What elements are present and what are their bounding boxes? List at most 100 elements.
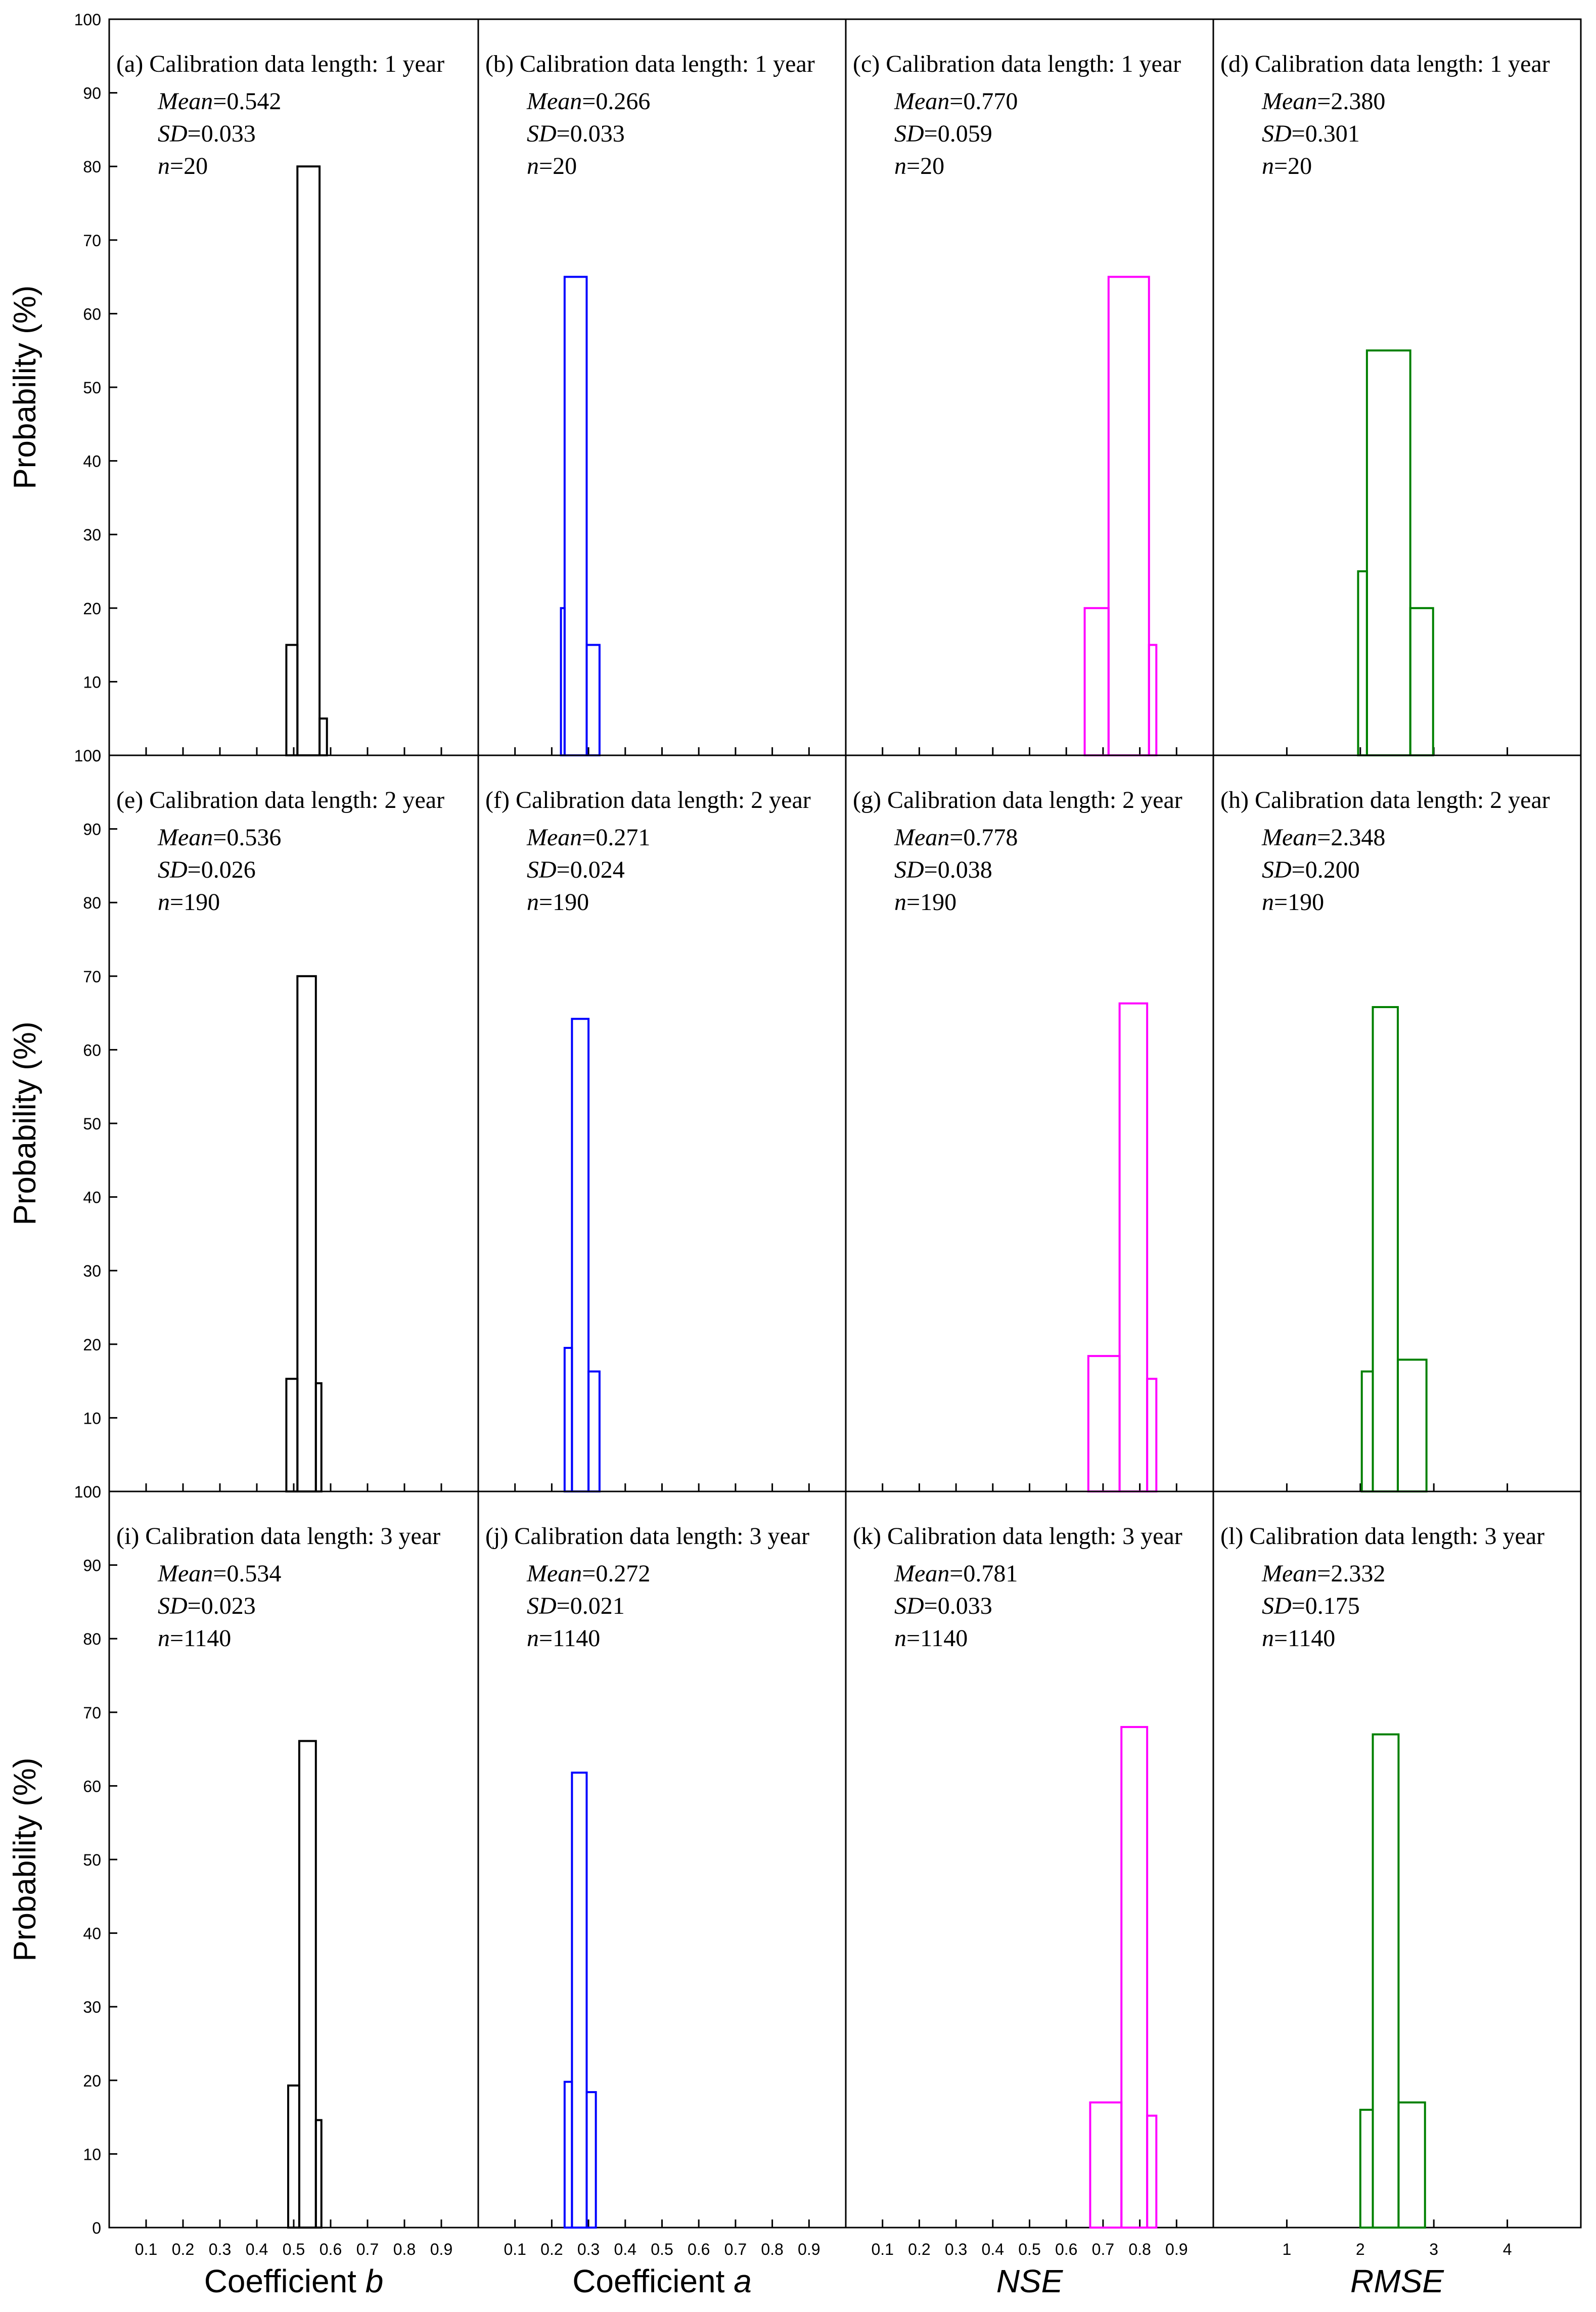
histogram-bar <box>1409 607 1434 757</box>
stat-n: n=20 <box>527 153 577 179</box>
panel-f: (f) Calibration data length: 2 year Mean=… <box>477 754 847 1493</box>
panel-k: 0.1 0.2 0.3 0.4 0.5 0.6 0.7 0.8 0.9 (k) Calibrati… <box>845 1490 1214 2258</box>
x-tick-label: 0.2 <box>908 2240 930 2258</box>
histogram-bar <box>563 1347 573 1493</box>
histogram-bar <box>1120 1726 1149 2229</box>
y-tick-label: 60 <box>83 1777 101 1795</box>
stat-sd: SD=0.059 <box>894 120 992 147</box>
panel-title: (g) Calibration data length: 2 year <box>853 787 1182 813</box>
histogram-bar <box>1372 1006 1399 1492</box>
stat-n: n=190 <box>1262 889 1324 916</box>
x-tick-label: 0.3 <box>945 2240 967 2258</box>
y-tick-label: 70 <box>83 232 101 250</box>
x-tick-label: 0.5 <box>283 2240 305 2258</box>
x-tick-label: 0.8 <box>1128 2240 1151 2258</box>
stat-mean: Mean=0.266 <box>526 88 650 115</box>
panel-title: (c) Calibration data length: 1 year <box>853 51 1181 77</box>
y-tick-label: 90 <box>83 1557 101 1575</box>
histogram-bar <box>1357 570 1368 756</box>
stat-mean: Mean=0.770 <box>894 88 1018 115</box>
x-tick-label: 0.4 <box>982 2240 1004 2258</box>
histogram-bar <box>1148 644 1158 756</box>
stat-mean: Mean=0.542 <box>157 88 281 115</box>
y-tick-label: 70 <box>83 1704 101 1722</box>
stat-n: n=1140 <box>1262 1625 1335 1652</box>
x-tick-label: 0.3 <box>209 2240 231 2258</box>
histogram-bar <box>314 1382 323 1493</box>
histogram-bar <box>1146 1378 1158 1492</box>
histogram-bar <box>1359 2109 1374 2229</box>
stat-sd: SD=0.033 <box>894 1593 992 1619</box>
y-tick-label: 80 <box>83 158 101 176</box>
histogram-bar <box>585 2091 597 2229</box>
histogram-bar <box>318 717 328 756</box>
histogram-bar <box>285 1378 299 1492</box>
y-tick-label: 50 <box>83 379 101 397</box>
stat-n: n=1140 <box>158 1625 231 1652</box>
x-tick-label: 0.1 <box>504 2240 526 2258</box>
x-tick-label: 0.2 <box>172 2240 194 2258</box>
stat-sd: SD=0.175 <box>1262 1593 1360 1619</box>
stat-n: n=1140 <box>894 1625 968 1652</box>
y-tick-label: 30 <box>83 526 101 544</box>
histogram-bar <box>1087 1355 1121 1492</box>
stat-sd: SD=0.021 <box>527 1593 625 1619</box>
stat-sd: SD=0.301 <box>1262 120 1360 147</box>
panel-l: 1 2 3 4 (l) Calibration data length: 3 year M… <box>1212 1490 1582 2258</box>
x-tick-label: 2 <box>1356 2240 1365 2258</box>
panel-g: (g) Calibration data length: 2 year Mean=… <box>845 754 1214 1492</box>
panel-title: (d) Calibration data length: 1 year <box>1220 51 1550 77</box>
x-axis-label: NSE <box>996 2263 1064 2299</box>
x-tick-label: 0.7 <box>724 2240 747 2258</box>
y-tick-label: 10 <box>83 2145 101 2163</box>
histogram-bar <box>1083 607 1110 757</box>
x-tick-label: 4 <box>1503 2240 1512 2258</box>
x-tick-label: 0.5 <box>1018 2240 1040 2258</box>
y-tick-label: 40 <box>83 1189 101 1207</box>
y-tick-label: 20 <box>83 2072 101 2090</box>
stat-sd: SD=0.024 <box>527 856 625 883</box>
stat-n: n=190 <box>527 889 589 916</box>
y-axis-row-2: 10 20 30 40 50 60 70 80 90 100 Probability (%) <box>8 747 117 1492</box>
panel-j: 0.1 0.2 0.3 0.4 0.5 0.6 0.7 0.8 0.9 (j) Calibrati… <box>477 1490 847 2258</box>
histogram-bar <box>563 2080 573 2229</box>
x-tick-label: 0.4 <box>246 2240 268 2258</box>
histogram-bar <box>1107 276 1150 756</box>
x-tick-label: 0.9 <box>430 2240 452 2258</box>
x-tick-label: 0.1 <box>871 2240 893 2258</box>
y-tick-label: 50 <box>83 1115 101 1133</box>
histogram-bar <box>1397 2101 1426 2229</box>
stat-sd: SD=0.033 <box>158 120 256 147</box>
stat-mean: Mean=0.271 <box>526 824 650 851</box>
stat-mean: Mean=0.781 <box>894 1560 1018 1587</box>
panel-title: (l) Calibration data length: 3 year <box>1220 1523 1544 1550</box>
y-tick-label: 90 <box>83 84 101 103</box>
y-tick-label: 90 <box>83 821 101 839</box>
y-tick-label: 0 <box>92 2219 101 2237</box>
y-tick-label: 30 <box>83 1262 101 1280</box>
x-tick-label: 0.7 <box>356 2240 379 2258</box>
stat-sd: SD=0.023 <box>158 1593 256 1619</box>
x-tick-label: 0.2 <box>540 2240 563 2258</box>
stat-sd: SD=0.033 <box>527 120 625 147</box>
panel-a: (a) Calibration data length: 1 year Mean=… <box>108 18 479 757</box>
panel-title: (b) Calibration data length: 1 year <box>485 51 815 77</box>
x-tick-label: 0.7 <box>1092 2240 1114 2258</box>
x-tick-label: 0.9 <box>1165 2240 1188 2258</box>
histogram-bar <box>571 1772 588 2229</box>
stat-n: n=20 <box>158 153 208 179</box>
histogram-bar <box>296 975 317 1493</box>
histogram-bar <box>1089 2101 1123 2229</box>
x-tick-label: 0.8 <box>761 2240 783 2258</box>
y-axis-label: Probability (%) <box>8 1757 42 1961</box>
x-tick-label: 0.8 <box>393 2240 416 2258</box>
stat-n: n=190 <box>894 889 956 916</box>
stat-sd: SD=0.038 <box>894 856 992 883</box>
panel-title: (i) Calibration data length: 3 year <box>116 1523 440 1550</box>
panel-d: (d) Calibration data length: 1 year Mean=… <box>1212 18 1582 757</box>
panel-title: (e) Calibration data length: 2 year <box>116 787 444 813</box>
panel-c: (c) Calibration data length: 1 year Mean=… <box>845 18 1214 757</box>
stat-mean: Mean=2.348 <box>1261 824 1385 851</box>
stat-mean: Mean=0.534 <box>157 1560 281 1587</box>
